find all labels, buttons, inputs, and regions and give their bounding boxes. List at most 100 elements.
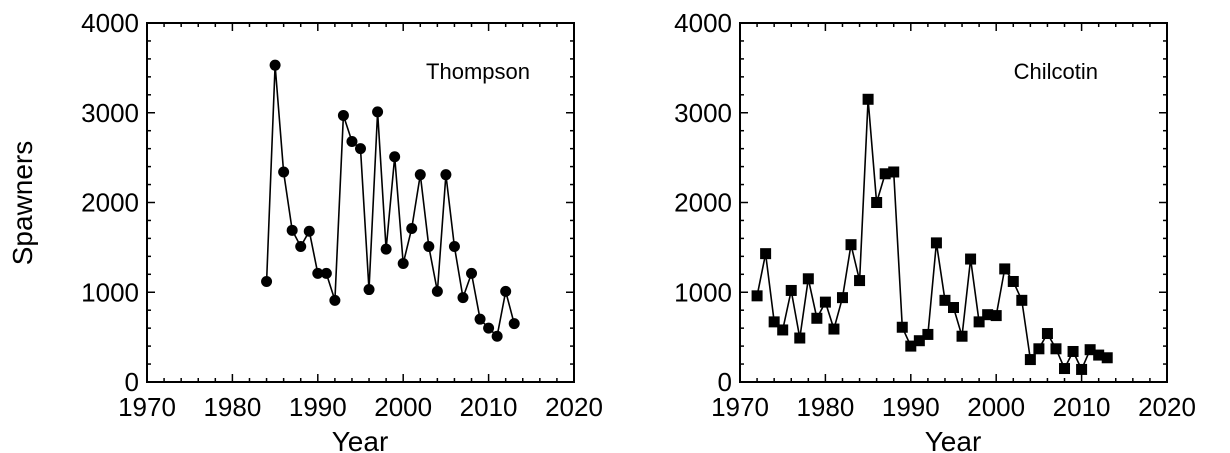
x-axis-title: Year	[925, 426, 982, 453]
data-point	[320, 267, 332, 279]
data-point	[380, 243, 392, 255]
data-point	[397, 258, 409, 270]
y-tick-label: 3000	[81, 98, 139, 128]
series-line	[756, 99, 1108, 372]
data-point	[939, 294, 951, 306]
data-point	[913, 335, 925, 347]
x-tick-label: 2010	[460, 392, 518, 422]
data-point	[1101, 352, 1113, 364]
data-point	[982, 309, 994, 321]
data-point	[500, 285, 512, 297]
chilcotin-panel: 1970 1980 1990 2000 2010 2020 0 1000 2000 3000 40…	[674, 8, 1196, 453]
x-tick-labels: 1970 1980 1990 2000 2010 2020	[118, 392, 603, 422]
x-tick-label: 1980	[796, 392, 854, 422]
data-point	[1024, 354, 1036, 366]
panel-title: Thompson	[426, 59, 530, 84]
data-point	[973, 316, 985, 328]
x-tick-label: 1970	[711, 392, 769, 422]
y-tick-label: 1000	[674, 277, 732, 307]
data-point	[888, 166, 900, 178]
data-point	[1033, 343, 1045, 355]
data-point	[278, 166, 290, 178]
x-tick-label: 2010	[1053, 392, 1111, 422]
data-point	[802, 273, 814, 285]
data-point	[406, 223, 418, 235]
data-point	[1041, 328, 1053, 340]
data-point	[508, 318, 520, 330]
data-point	[355, 143, 366, 155]
y-ticks	[147, 22, 574, 383]
data-point	[329, 294, 341, 306]
x-axis-title: Year	[332, 426, 389, 453]
thompson-panel: 1970 1980 1990 2000 2010 2020 0 1000 2000 3000 40…	[7, 8, 603, 453]
series-line	[265, 65, 515, 338]
y-tick-labels: 0 1000 2000 3000 4000	[81, 8, 139, 397]
data-point	[785, 284, 797, 296]
data-point	[828, 323, 840, 335]
y-tick-label: 4000	[81, 8, 139, 38]
data-point	[768, 316, 780, 328]
x-tick-label: 2020	[1138, 392, 1196, 422]
data-point	[930, 237, 942, 249]
data-point	[389, 151, 401, 163]
y-tick-label: 1000	[81, 277, 139, 307]
y-tick-label: 0	[125, 367, 139, 397]
x-tick-label: 1970	[118, 392, 176, 422]
data-point	[303, 225, 315, 237]
plot-frame	[739, 22, 1168, 383]
data-point	[854, 275, 866, 287]
data-point	[819, 296, 831, 308]
data-point	[431, 285, 443, 297]
y-tick-label: 2000	[81, 188, 139, 218]
data-point	[346, 135, 358, 147]
data-point	[999, 263, 1011, 275]
x-tick-label: 1980	[203, 392, 261, 422]
data-point	[1059, 363, 1071, 375]
data-point	[922, 328, 934, 340]
data-point	[466, 267, 478, 279]
data-point	[414, 169, 426, 181]
y-tick-label: 4000	[674, 8, 732, 38]
x-tick-label: 2000	[967, 392, 1025, 422]
data-point	[337, 109, 349, 121]
series-group	[261, 59, 520, 342]
data-point	[1093, 349, 1105, 361]
data-point	[760, 248, 772, 260]
data-point	[286, 224, 298, 236]
data-point	[1084, 344, 1096, 356]
data-point	[1050, 343, 1062, 355]
data-point	[751, 290, 763, 302]
data-point	[965, 253, 977, 265]
x-tick-label: 1990	[882, 392, 940, 422]
data-point	[483, 322, 495, 334]
data-point	[811, 312, 823, 324]
x-tick-labels: 1970 1980 1990 2000 2010 2020	[711, 392, 1196, 422]
data-point	[423, 240, 435, 252]
data-point	[1016, 294, 1028, 306]
x-ticks	[739, 23, 1168, 382]
series-group	[751, 93, 1113, 375]
y-tick-label: 0	[718, 367, 732, 397]
y-axis-title: Spawners	[7, 141, 38, 266]
data-point	[948, 302, 959, 314]
data-point	[269, 59, 281, 71]
data-point	[1007, 275, 1019, 287]
data-point	[372, 106, 384, 118]
data-point	[905, 340, 917, 352]
data-point	[871, 197, 883, 208]
data-point	[312, 267, 324, 279]
data-point	[896, 321, 908, 333]
y-tick-label: 2000	[674, 188, 732, 218]
data-point	[1067, 345, 1079, 357]
data-point	[295, 240, 307, 252]
x-tick-label: 2000	[374, 392, 432, 422]
y-tick-label: 3000	[674, 98, 732, 128]
data-point	[457, 292, 469, 304]
data-point	[474, 313, 486, 325]
data-point	[1076, 363, 1088, 375]
data-point	[777, 324, 789, 336]
data-point	[879, 168, 891, 180]
x-tick-label: 2020	[545, 392, 603, 422]
y-tick-labels: 0 1000 2000 3000 4000	[674, 8, 732, 397]
